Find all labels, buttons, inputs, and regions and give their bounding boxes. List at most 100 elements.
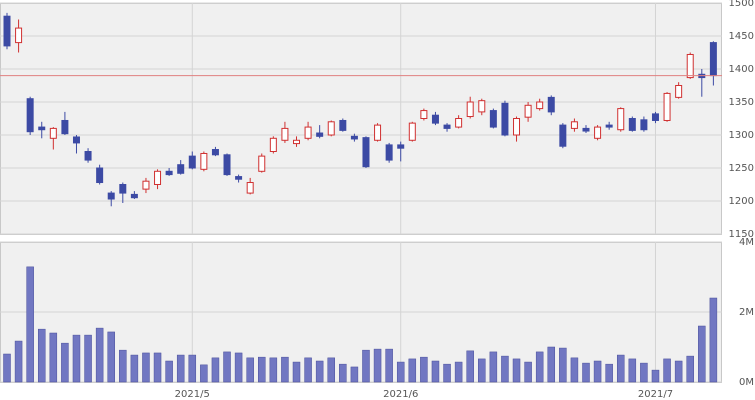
- y-tick-label: 1350: [729, 97, 754, 108]
- candle-body: [49, 127, 57, 139]
- candle-body: [431, 114, 439, 124]
- volume-bar: [119, 349, 127, 383]
- volume-bar: [686, 355, 694, 383]
- volume-bar: [258, 356, 266, 383]
- candle-body: [304, 126, 312, 139]
- candle-body: [107, 192, 115, 200]
- candle-body: [686, 53, 694, 79]
- candle-body: [258, 155, 266, 172]
- volume-bar: [651, 369, 660, 383]
- volume-bar: [559, 347, 567, 383]
- y-tick-label: 1300: [729, 130, 754, 141]
- candle-body: [362, 137, 370, 168]
- volume-bar: [593, 360, 602, 383]
- candle-body: [501, 102, 509, 136]
- candle-body: [709, 42, 717, 77]
- volume-bar: [234, 352, 243, 383]
- candle-body: [350, 135, 358, 140]
- candle-body: [663, 92, 671, 121]
- price-panel: [0, 3, 722, 235]
- volume-bar: [95, 327, 104, 383]
- volume-bar: [454, 361, 463, 383]
- candle-body: [397, 144, 405, 149]
- candle-body: [177, 164, 185, 174]
- candle-body: [582, 127, 590, 132]
- volume-bar: [72, 334, 81, 383]
- candle-body: [130, 193, 138, 199]
- volume-bar: [535, 351, 544, 383]
- volume-bar: [339, 363, 347, 383]
- candle-body: [281, 127, 289, 141]
- candle-body: [316, 132, 324, 137]
- candle-body: [211, 149, 219, 156]
- candle-body: [339, 119, 347, 131]
- candle-body: [478, 100, 486, 113]
- volume-bar: [176, 354, 185, 383]
- y-tick-label: 1250: [729, 163, 754, 174]
- candle-body: [628, 118, 636, 131]
- x-tick-label: 2021/5: [175, 389, 210, 400]
- y-tick-label: 4M: [739, 237, 754, 248]
- volume-bar: [431, 360, 440, 383]
- volume-bar: [396, 361, 405, 383]
- volume-bar: [211, 357, 220, 383]
- volume-bar: [362, 349, 370, 383]
- volume-bar: [709, 297, 718, 383]
- volume-bar: [512, 358, 521, 383]
- candle-body: [570, 121, 578, 129]
- candle-body: [72, 136, 80, 144]
- volume-bar: [373, 348, 382, 383]
- candle-body: [547, 96, 555, 113]
- candle-body: [246, 182, 254, 194]
- y-tick-label: 1200: [729, 196, 754, 207]
- candle-body: [26, 98, 34, 133]
- volume-bar: [130, 354, 139, 383]
- candle-body: [408, 122, 416, 141]
- volume-bar: [489, 351, 498, 383]
- candle-body: [594, 126, 602, 139]
- candle-body: [605, 124, 613, 128]
- volume-bar: [269, 357, 278, 383]
- volume-bar: [524, 361, 532, 383]
- candle-body: [154, 170, 162, 186]
- volume-bar: [165, 360, 173, 383]
- volume-bar: [49, 332, 58, 383]
- candle-body: [489, 110, 497, 128]
- volume-bar: [107, 331, 115, 383]
- volume-bar: [605, 363, 613, 383]
- candle-body: [84, 151, 92, 161]
- volume-bar: [142, 352, 150, 383]
- candle-body: [293, 139, 300, 145]
- candle-body: [374, 124, 382, 141]
- volume-bar: [628, 358, 637, 383]
- volume-bar: [616, 354, 625, 383]
- volume-bar: [674, 360, 683, 383]
- candle-body: [466, 101, 474, 118]
- candle-body: [3, 15, 11, 47]
- volume-bar: [663, 358, 671, 383]
- candle-body: [269, 137, 277, 153]
- candle-body: [223, 154, 231, 176]
- candle-body: [200, 152, 208, 170]
- volume-bar: [3, 353, 11, 383]
- candle-body: [675, 85, 683, 98]
- volume-bar: [315, 360, 324, 383]
- candle-body: [38, 126, 46, 131]
- volume-bar: [501, 355, 509, 383]
- volume-bar: [420, 356, 428, 383]
- y-tick-label: 0M: [739, 377, 754, 388]
- candle-body: [536, 101, 544, 110]
- volume-bar: [26, 266, 34, 383]
- candle-body: [513, 118, 521, 136]
- candle-body: [119, 184, 127, 194]
- candle-body: [142, 180, 150, 190]
- candle-body: [165, 170, 173, 176]
- volume-bar: [640, 362, 648, 383]
- volume-bar: [547, 346, 556, 383]
- x-tick-label: 2021/7: [638, 389, 673, 400]
- volume-bar: [292, 361, 301, 383]
- candle-body: [640, 119, 648, 131]
- candle-body: [524, 104, 532, 118]
- candle-body: [235, 176, 243, 180]
